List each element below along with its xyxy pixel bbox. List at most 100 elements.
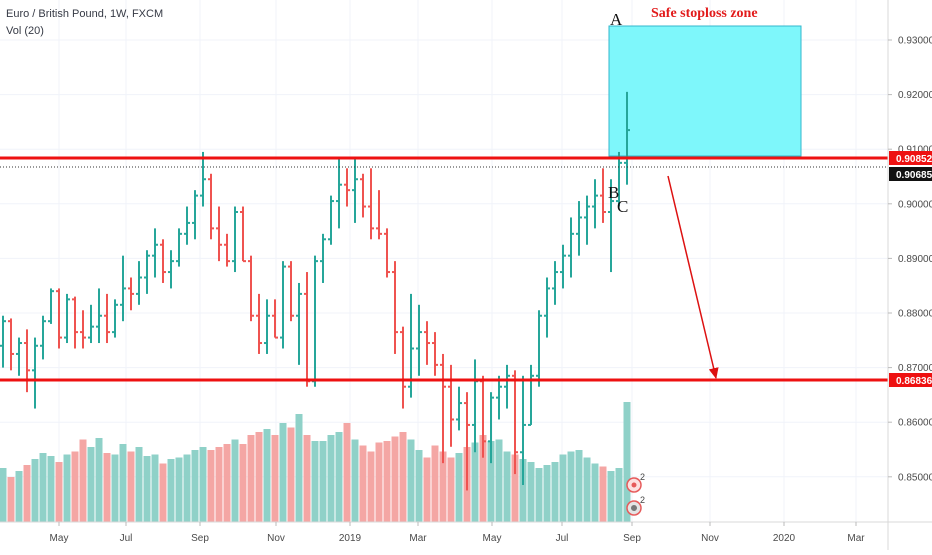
ohlc-bar xyxy=(72,296,78,349)
ohlc-bar xyxy=(232,206,238,273)
stoploss-zone-label[interactable]: Safe stoploss zone xyxy=(651,6,758,21)
volume-bar xyxy=(407,439,415,522)
volume-bar xyxy=(615,468,623,522)
price-axis-label: 0.93000 xyxy=(898,36,932,47)
ohlc-bar xyxy=(88,304,94,344)
ohlc-bar xyxy=(144,250,150,294)
horizontal-levels[interactable] xyxy=(0,156,888,382)
volume-bar xyxy=(455,453,463,522)
volume-bar xyxy=(551,462,559,522)
time-axis-label: Nov xyxy=(267,533,285,544)
ohlc-bar xyxy=(296,282,302,365)
ohlc-bar xyxy=(16,337,22,376)
time-axis-label: Nov xyxy=(701,533,719,544)
ohlc-bar xyxy=(440,353,446,464)
ohlc-bar xyxy=(176,228,182,267)
ohlc-bar xyxy=(496,375,502,420)
volume-bar xyxy=(167,459,175,522)
volume-bar xyxy=(287,427,295,522)
upper-level-price-tag: 0.90852 xyxy=(889,151,932,165)
ohlc-bar xyxy=(200,151,206,207)
ohlc-bar xyxy=(336,157,342,229)
time-axis[interactable]: May Jul Sep Nov 2019 Mar May Jul Sep Nov 2020 Mar xyxy=(0,521,932,544)
volume-bar xyxy=(415,450,423,522)
volume-bar xyxy=(327,435,335,522)
ohlc-bar xyxy=(504,364,510,409)
point-b-label[interactable]: B xyxy=(608,183,619,202)
down-arrow-line[interactable] xyxy=(667,175,719,379)
dividend-event-icon[interactable] xyxy=(626,477,642,493)
volume-bar xyxy=(567,451,575,522)
volume-bar xyxy=(575,450,583,522)
volume-bar xyxy=(223,444,231,522)
ohlc-bar xyxy=(104,293,110,344)
volume-bar xyxy=(271,435,279,522)
volume-bar xyxy=(255,432,263,522)
volume-bar xyxy=(47,456,55,522)
volume-bar xyxy=(199,447,207,522)
price-axis-label: 0.87000 xyxy=(898,363,932,374)
ohlc-bar xyxy=(576,201,582,256)
volume-bar xyxy=(151,454,159,522)
ohlc-bar xyxy=(328,195,334,245)
time-axis-label: Jul xyxy=(120,533,133,544)
ohlc-bar xyxy=(392,261,398,354)
volume-bar xyxy=(487,441,495,522)
ohlc-bar xyxy=(136,261,142,305)
volume-bar xyxy=(591,463,599,522)
volume-bar xyxy=(383,441,391,522)
volume-bar xyxy=(335,432,343,522)
stoploss-zone[interactable] xyxy=(608,25,802,157)
volume-bar xyxy=(559,454,567,522)
volume-bar xyxy=(119,444,127,522)
ohlc-bar xyxy=(616,151,622,207)
price-bars xyxy=(0,91,630,491)
ohlc-bar xyxy=(152,228,158,278)
chart-legend[interactable]: Euro / British Pound, 1W, FXCM Vol (20) xyxy=(6,6,163,40)
ohlc-bar xyxy=(360,173,366,218)
volume-bar xyxy=(303,435,311,522)
ohlc-bar xyxy=(624,91,630,185)
price-axis-label: 0.91000 xyxy=(898,145,932,156)
time-axis-label: 2019 xyxy=(339,533,362,544)
ohlc-bar xyxy=(8,318,14,371)
volume-bar xyxy=(423,457,431,522)
stoploss-zone-rect[interactable] xyxy=(608,25,802,157)
point-a-label[interactable]: A xyxy=(610,10,623,29)
ohlc-bar xyxy=(24,329,30,393)
ohlc-bar xyxy=(288,261,294,322)
time-axis-label: May xyxy=(483,533,502,544)
volume-bar xyxy=(23,465,31,522)
ohlc-bar xyxy=(432,332,438,376)
point-c-label[interactable]: C xyxy=(617,197,628,216)
ohlc-bar xyxy=(192,190,198,240)
symbol-title[interactable]: Euro / British Pound, 1W, FXCM xyxy=(6,8,164,20)
ohlc-bar xyxy=(264,299,270,354)
price-axis-label: 0.90000 xyxy=(898,199,932,210)
dividend-event-count: 2 xyxy=(640,472,645,482)
ohlc-bar xyxy=(128,277,134,311)
price-axis[interactable]: 0.93000 0.92000 0.91000 0.90000 0.89000 0.880… xyxy=(887,0,932,550)
time-axis-label: Jul xyxy=(556,533,569,544)
projection-arrow[interactable] xyxy=(667,175,719,379)
volume-bar xyxy=(31,459,39,522)
ohlc-bar xyxy=(320,233,326,283)
ohlc-bar xyxy=(216,206,222,262)
ohlc-bar xyxy=(552,261,558,305)
volume-bar xyxy=(527,462,535,522)
ohlc-bar xyxy=(528,364,534,426)
earnings-event-icon[interactable] xyxy=(626,500,642,516)
volume-bar xyxy=(63,454,71,522)
ohlc-bar xyxy=(376,190,382,240)
ohlc-bar xyxy=(120,255,126,322)
ohlc-bar xyxy=(448,364,454,447)
ohlc-bar xyxy=(96,288,102,344)
text-annotations[interactable]: Safe stoploss zone A B C xyxy=(608,6,758,216)
event-badges[interactable]: 2 2 xyxy=(626,472,645,516)
ohlc-bar xyxy=(224,233,230,267)
volume-bar xyxy=(391,436,399,522)
ohlc-bar xyxy=(256,293,262,354)
volume-study-label[interactable]: Vol (20) xyxy=(6,25,44,37)
